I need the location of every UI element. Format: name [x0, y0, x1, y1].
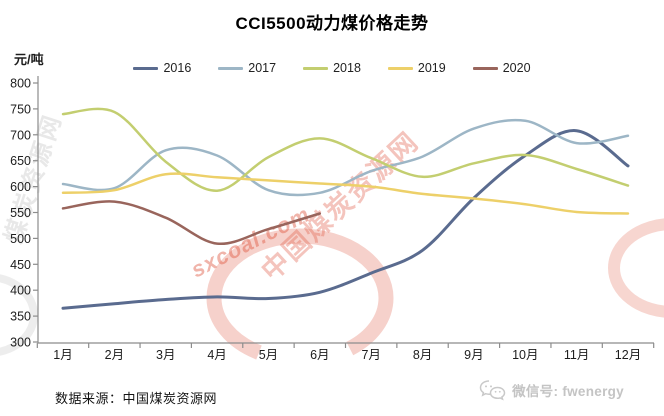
x-tick-label: 11月: [564, 348, 589, 362]
x-tick-label: 5月: [259, 348, 278, 362]
y-tick-label: 450: [10, 258, 31, 272]
series-line-2018: [61, 107, 630, 192]
chart-title: CCI5500动力煤价格走势: [235, 14, 429, 33]
x-tick-label: 2月: [105, 348, 124, 362]
legend-label: 2018: [333, 61, 361, 75]
x-tick-label: 8月: [413, 348, 432, 362]
x-tick-label: 1月: [53, 348, 72, 362]
x-tick-label: 3月: [156, 348, 175, 362]
legend-item-2019: 2019: [387, 61, 446, 75]
y-tick-label: 800: [10, 77, 31, 91]
x-tick-label: 4月: [207, 348, 226, 362]
legend-item-2018: 2018: [303, 61, 361, 75]
legend-swatch-2017: [218, 66, 244, 70]
y-axis-unit-label: 元/吨: [14, 52, 44, 67]
wechat-icon: [479, 380, 506, 401]
y-tick-label: 700: [10, 128, 31, 142]
legend-swatch-2016: [133, 66, 159, 70]
legend-label: 2016: [163, 61, 192, 75]
legend-swatch-2020: [472, 66, 498, 70]
y-tick-label: 750: [10, 102, 31, 116]
x-tick-label: 6月: [310, 348, 329, 362]
y-tick-label: 550: [10, 206, 31, 220]
series-line-2019: [61, 172, 630, 215]
legend-label: 2019: [417, 61, 446, 75]
legend-item-2016: 2016: [133, 61, 191, 75]
data-source-note: 数据来源：中国煤炭资源网: [55, 391, 218, 406]
y-tick-label: 400: [10, 284, 31, 298]
y-tick-label: 350: [10, 310, 31, 324]
x-tick-label: 7月: [361, 348, 380, 362]
legend: 2016 2017 2018 2019 2020: [0, 61, 664, 75]
legend-swatch-2019: [387, 66, 413, 70]
wechat-badge: 微信号: fwenergy: [479, 379, 624, 401]
legend-item-2017: 2017: [218, 61, 276, 75]
y-tick-label: 650: [10, 154, 31, 168]
y-tick-label: 600: [10, 180, 31, 194]
wechat-id-label: 微信号: fwenergy: [512, 384, 624, 399]
series-line-2020: [61, 200, 322, 245]
watermark-red-swirl-right: [608, 218, 664, 318]
legend-item-2020: 2020: [472, 61, 531, 75]
x-tick-label: 12月: [615, 348, 641, 362]
series-line-2016: [61, 129, 630, 310]
x-tick-label: 10月: [512, 348, 538, 362]
x-tick-label: 9月: [464, 348, 483, 362]
watermark-gray-swirl-left: [0, 274, 38, 356]
legend-label: 2017: [248, 61, 277, 75]
y-tick-label: 300: [10, 336, 31, 350]
legend-swatch-2018: [303, 66, 329, 70]
legend-label: 2020: [502, 61, 531, 75]
y-tick-label: 500: [10, 232, 31, 246]
